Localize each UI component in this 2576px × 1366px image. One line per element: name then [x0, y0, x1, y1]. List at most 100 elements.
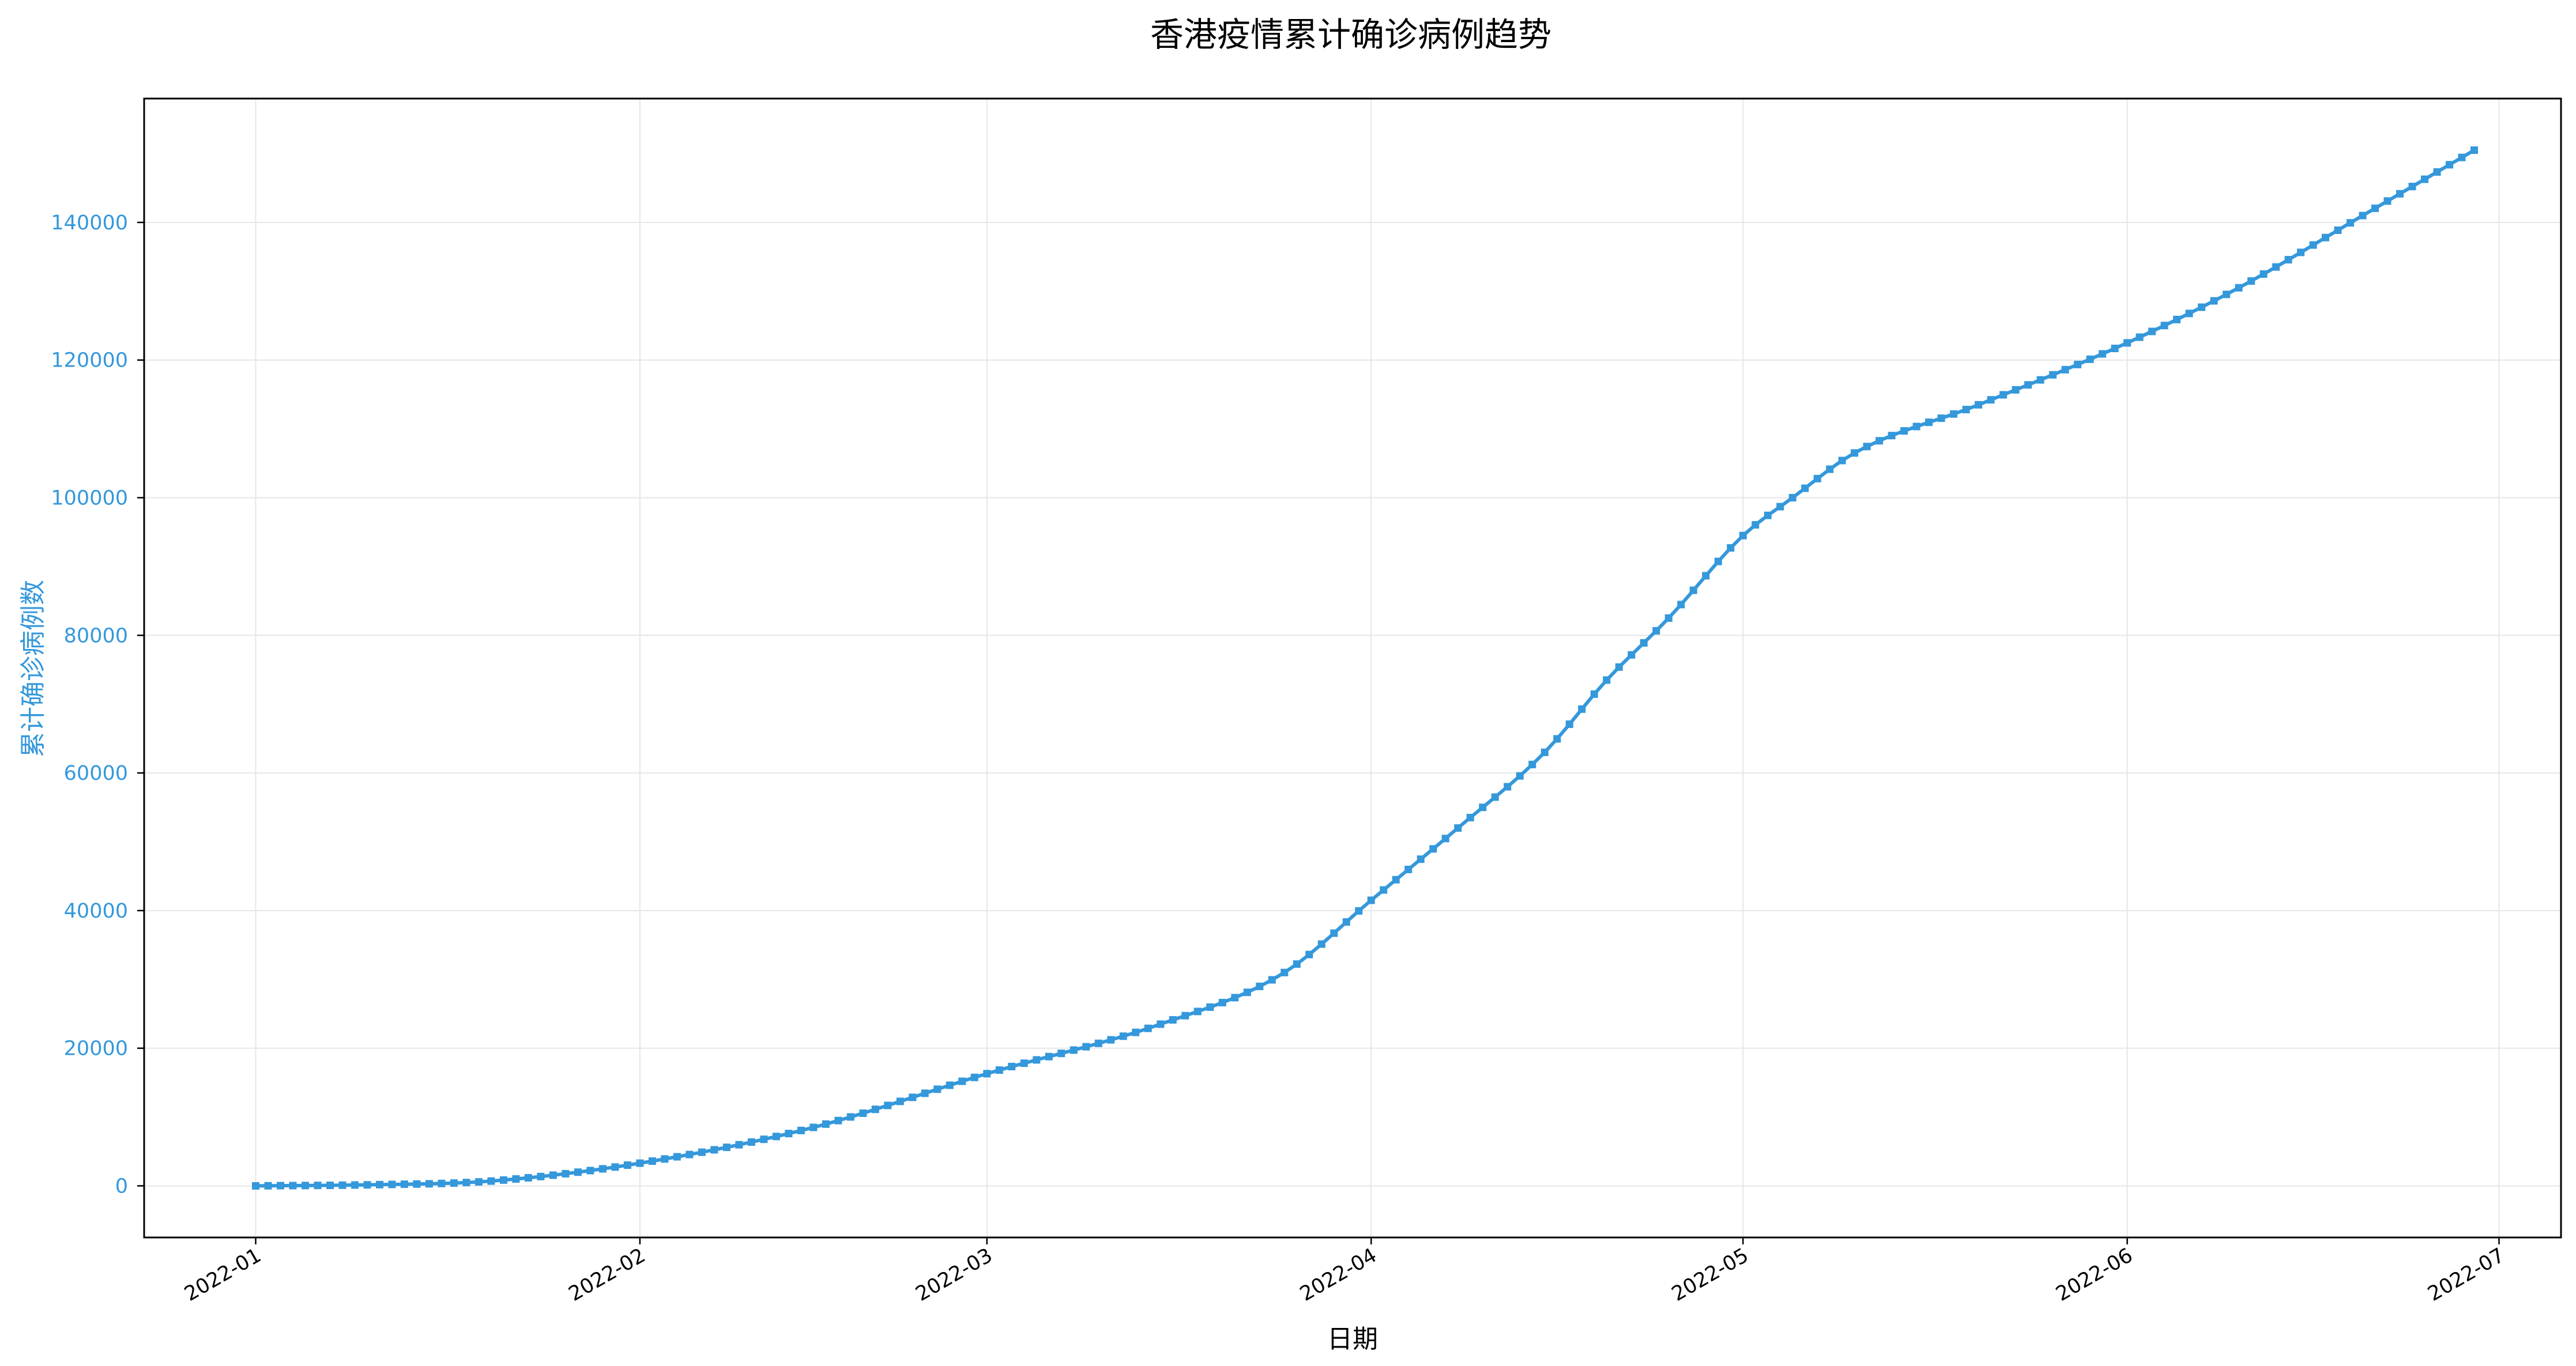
data-point [2210, 297, 2218, 305]
data-point [1950, 410, 1958, 418]
y-tick-label: 80000 [64, 624, 128, 647]
data-point [2458, 153, 2466, 161]
data-point [623, 1161, 631, 1169]
data-point [1094, 1039, 1102, 1047]
data-point [896, 1097, 904, 1105]
data-point [512, 1175, 520, 1183]
data-point [1317, 940, 1325, 948]
data-point [2359, 212, 2367, 220]
data-point [686, 1150, 694, 1159]
data-point [933, 1085, 941, 1093]
data-point [1516, 772, 1524, 780]
data-point [1987, 396, 1995, 404]
data-point [252, 1182, 259, 1190]
data-point [648, 1157, 656, 1165]
data-point [1231, 994, 1239, 1002]
data-point [797, 1126, 805, 1134]
data-point [2322, 233, 2329, 241]
data-point [1181, 1012, 1189, 1020]
data-point [1640, 639, 1648, 647]
data-point [438, 1179, 446, 1187]
data-point [1342, 918, 1350, 926]
data-point [487, 1177, 495, 1185]
data-point [1999, 391, 2008, 399]
data-point [289, 1182, 297, 1190]
data-point [2235, 284, 2243, 292]
data-point [1776, 503, 1784, 511]
y-tick-label: 20000 [64, 1037, 128, 1061]
data-point [2136, 333, 2144, 341]
data-point [1479, 803, 1487, 812]
data-point [1578, 705, 1586, 713]
data-point [1553, 735, 1561, 743]
data-point [1677, 601, 1685, 609]
data-point [1838, 456, 1846, 465]
data-point [809, 1123, 818, 1131]
x-axis-label: 日期 [1327, 1325, 1378, 1354]
data-point [1020, 1059, 1028, 1067]
data-point [2061, 365, 2069, 373]
data-point [747, 1138, 755, 1146]
data-point [2446, 161, 2453, 169]
data-point [2433, 168, 2441, 176]
data-point [1082, 1043, 1090, 1051]
data-point [970, 1073, 978, 1081]
data-point [1528, 760, 1536, 768]
data-point [474, 1178, 483, 1186]
data-point [1305, 950, 1313, 959]
data-point [338, 1181, 347, 1189]
data-point [846, 1113, 854, 1121]
data-point [2272, 263, 2280, 271]
data-point [710, 1146, 718, 1154]
data-point [1888, 432, 1896, 440]
data-point [1900, 427, 1908, 435]
data-point [1281, 968, 1289, 976]
data-point [264, 1182, 272, 1190]
data-point [2173, 315, 2181, 323]
data-point [995, 1066, 1003, 1074]
data-point [499, 1176, 507, 1184]
data-point [1193, 1007, 1202, 1016]
data-point [1491, 793, 1499, 801]
data-point [2309, 241, 2317, 249]
data-point [1727, 544, 1735, 552]
data-point [673, 1153, 681, 1161]
data-point [1590, 690, 1598, 698]
data-point [735, 1141, 743, 1149]
data-point [1739, 531, 1747, 539]
data-point [549, 1171, 557, 1179]
data-point [1937, 414, 1945, 422]
data-point [1504, 783, 1512, 791]
data-point [983, 1070, 991, 1078]
data-point [314, 1182, 322, 1190]
data-point [302, 1182, 309, 1190]
data-point [722, 1144, 730, 1152]
data-point [1256, 982, 1264, 990]
data-point [326, 1182, 334, 1190]
data-point [1429, 845, 1437, 853]
data-point [2421, 175, 2428, 183]
data-point [1355, 907, 1363, 915]
data-point [1752, 521, 1760, 529]
data-point [413, 1180, 421, 1188]
data-point [586, 1167, 594, 1175]
data-point [1045, 1052, 1053, 1061]
data-point [1243, 988, 1251, 997]
data-point [2396, 190, 2404, 198]
data-point [636, 1159, 644, 1167]
y-tick-label: 40000 [64, 900, 128, 923]
data-point [462, 1179, 470, 1187]
data-point [537, 1172, 545, 1180]
data-point [1702, 572, 1710, 580]
data-point [2012, 386, 2020, 394]
data-point [1813, 474, 1821, 482]
plot-frame [143, 97, 2562, 1239]
data-point [1119, 1032, 1127, 1040]
data-point [2383, 197, 2392, 205]
data-point [2074, 360, 2082, 368]
data-point [1863, 443, 1871, 451]
data-point [1764, 511, 1772, 519]
data-point [1417, 855, 1425, 863]
